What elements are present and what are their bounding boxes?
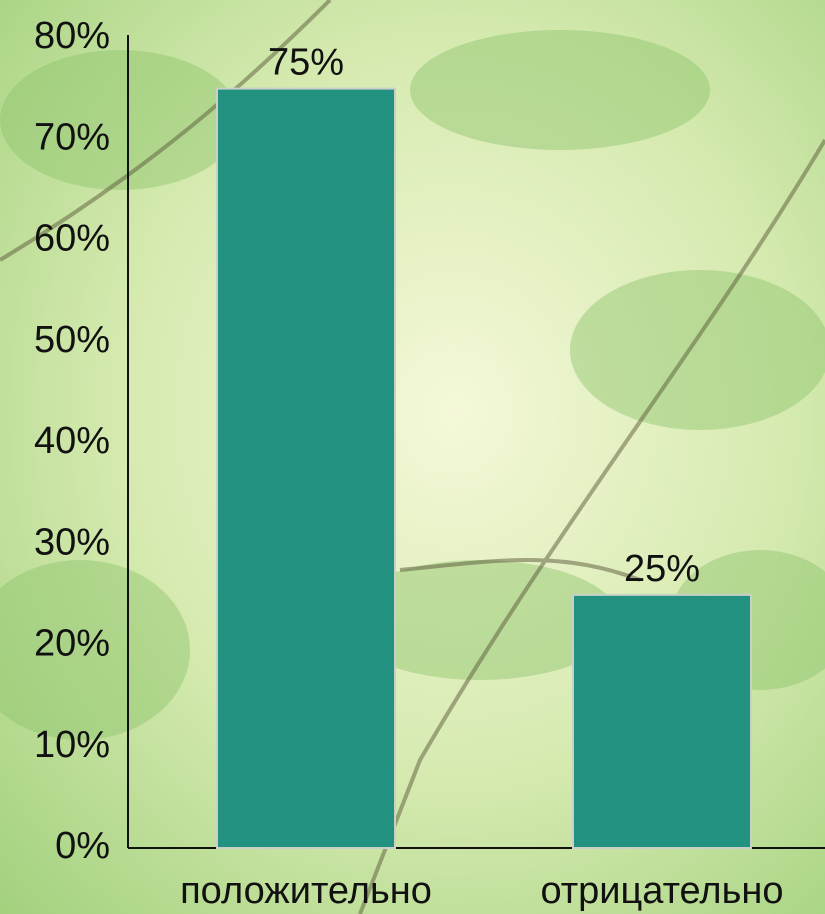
value-label: 25% xyxy=(624,548,700,590)
x-tick-label: отрицательно xyxy=(540,870,783,912)
bar xyxy=(216,87,396,849)
bar xyxy=(572,593,752,849)
y-tick-label: 50% xyxy=(34,319,110,361)
y-tick-label: 10% xyxy=(34,724,110,766)
y-tick-label: 30% xyxy=(34,521,110,563)
y-tick-label: 70% xyxy=(34,116,110,158)
y-tick-label: 20% xyxy=(34,623,110,665)
y-tick-label: 60% xyxy=(34,218,110,260)
x-tick-label: положительно xyxy=(180,870,432,912)
y-tick-label: 0% xyxy=(55,825,110,867)
y-tick-label: 40% xyxy=(34,420,110,462)
value-label: 75% xyxy=(268,42,344,84)
y-tick-label: 80% xyxy=(34,15,110,57)
